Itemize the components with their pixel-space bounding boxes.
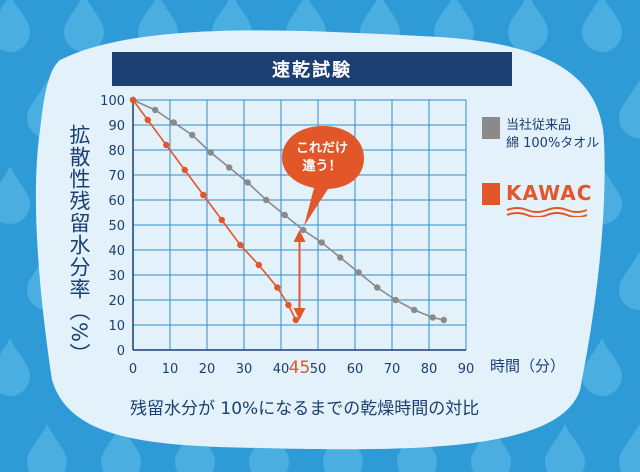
data-point-kawac bbox=[285, 301, 292, 309]
x-axis-unit: 時間（分） bbox=[490, 357, 566, 375]
x-tick-label: 30 bbox=[236, 362, 253, 377]
data-point-gray bbox=[207, 149, 214, 156]
data-point-gray bbox=[300, 226, 307, 234]
data-point-gray bbox=[337, 254, 344, 261]
x-tick-label: 60 bbox=[347, 362, 364, 377]
legend-kawac-label: KAWAC bbox=[506, 181, 593, 205]
callout-text: これだけ 違う！ bbox=[280, 128, 364, 188]
legend-item-kawac: KAWAC bbox=[482, 181, 593, 217]
data-point-gray bbox=[411, 306, 418, 314]
water-drop-icon bbox=[619, 80, 640, 138]
data-point-gray bbox=[152, 106, 159, 114]
data-point-kawac bbox=[255, 261, 262, 269]
data-point-gray bbox=[189, 131, 196, 139]
series-line-kawac bbox=[132, 99, 297, 321]
y-tick-label: 10 bbox=[108, 319, 125, 334]
x-tick-label: 90 bbox=[458, 362, 475, 377]
y-axis-label: 拡散性残留水分率（%） bbox=[67, 124, 91, 365]
data-point-kawac bbox=[181, 166, 188, 174]
x-tick-label: 20 bbox=[199, 362, 216, 377]
y-tick-label: 90 bbox=[108, 119, 125, 134]
y-tick-label: 50 bbox=[108, 219, 125, 234]
callout-line2: 違う！ bbox=[302, 159, 342, 174]
water-drop-icon bbox=[582, 0, 622, 52]
callout-bubble bbox=[282, 126, 364, 226]
series-line-gray bbox=[132, 99, 444, 321]
y-tick-label: 30 bbox=[108, 269, 125, 284]
y-tick-label: 80 bbox=[108, 144, 125, 159]
legend-gray-line1: 当社従来品 bbox=[506, 118, 572, 133]
data-point-gray bbox=[170, 119, 177, 126]
data-point-kawac bbox=[144, 116, 151, 124]
water-drop-icon bbox=[397, 424, 437, 472]
legend-item-gray: 当社従来品 綿 100%タオル bbox=[482, 117, 599, 153]
series-lines bbox=[129, 96, 447, 324]
y-tick-label: 20 bbox=[108, 294, 125, 309]
data-point-gray bbox=[429, 314, 436, 321]
y-tick-label: 0 bbox=[117, 344, 125, 359]
data-point-kawac bbox=[218, 216, 225, 224]
data-point-gray bbox=[281, 211, 288, 219]
x-tick-label: 40 bbox=[273, 362, 290, 377]
data-point-kawac bbox=[237, 241, 244, 249]
water-drop-icon bbox=[619, 424, 640, 472]
data-point-kawac bbox=[274, 284, 281, 291]
y-tick-label: 70 bbox=[108, 169, 125, 184]
water-drop-icon bbox=[582, 338, 622, 396]
water-drop-icon bbox=[27, 424, 67, 472]
arrow-head-down bbox=[293, 308, 306, 320]
water-drop-icon bbox=[175, 424, 215, 472]
legend-swatch-orange bbox=[482, 183, 500, 205]
chart-caption: 残留水分が 10%になるまでの乾燥時間の対比 bbox=[130, 399, 480, 419]
water-drop-icon bbox=[101, 424, 141, 472]
chart-title: 速乾試験 bbox=[112, 52, 512, 86]
callout-line1: これだけ bbox=[295, 141, 348, 156]
data-point-gray bbox=[226, 164, 233, 171]
x-tick-label: 10 bbox=[162, 362, 179, 377]
x-tick-label: 70 bbox=[384, 362, 401, 377]
data-point-kawac bbox=[292, 316, 299, 324]
difference-arrow bbox=[293, 230, 306, 320]
legend-swatch-gray bbox=[482, 117, 500, 139]
water-drop-icon bbox=[508, 0, 548, 52]
x-tick-label-highlight: 45 bbox=[289, 358, 311, 378]
data-point-gray bbox=[440, 316, 447, 324]
water-drop-icon bbox=[64, 0, 104, 52]
data-point-gray bbox=[392, 296, 399, 304]
data-point-kawac bbox=[129, 96, 137, 104]
water-drop-icon bbox=[0, 338, 30, 396]
data-point-gray bbox=[355, 269, 362, 276]
water-drop-icon bbox=[471, 424, 511, 472]
x-tick-label: 50 bbox=[310, 362, 327, 377]
data-point-gray bbox=[263, 196, 270, 204]
water-drop-icon bbox=[0, 166, 30, 224]
data-point-kawac bbox=[163, 141, 170, 149]
legend-gray-line2: 綿 100%タオル bbox=[506, 136, 600, 151]
axes bbox=[132, 100, 466, 351]
arrow-head-up bbox=[293, 230, 306, 242]
y-tick-label: 100 bbox=[100, 94, 125, 109]
data-point-kawac bbox=[200, 191, 207, 199]
water-drop-icon bbox=[619, 252, 640, 310]
water-drop-icon bbox=[0, 0, 30, 52]
x-tick-label: 80 bbox=[421, 362, 438, 377]
y-tick-label: 40 bbox=[108, 244, 125, 259]
brand-wave-icon bbox=[506, 207, 588, 217]
water-drop-icon bbox=[545, 424, 585, 472]
data-point-gray bbox=[244, 179, 251, 186]
y-tick-label: 60 bbox=[108, 194, 125, 209]
data-point-gray bbox=[374, 284, 381, 291]
data-point-gray bbox=[318, 239, 325, 246]
x-tick-label: 0 bbox=[129, 362, 137, 377]
